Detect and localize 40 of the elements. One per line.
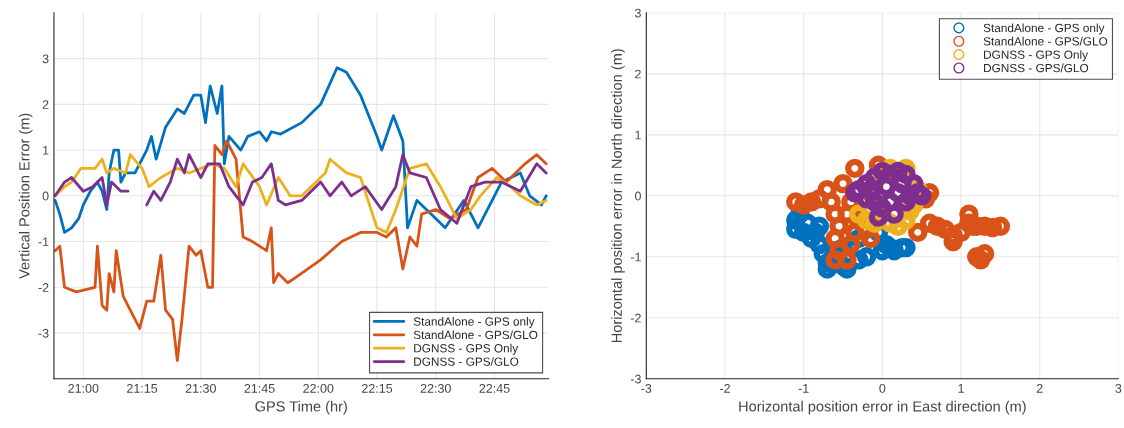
y-tick-label: 0 xyxy=(42,191,49,201)
x-tick-label: 1 xyxy=(958,384,964,393)
x-axis-title: GPS Time (hr) xyxy=(255,400,347,415)
x-tick-label: 22:30 xyxy=(420,383,451,393)
x-tick-label: 22:15 xyxy=(361,383,393,393)
legend-label: DGNSS - GPS/GLO xyxy=(414,357,519,366)
x-tick-label: 21:45 xyxy=(244,383,275,393)
y-tick-label: 2 xyxy=(42,100,49,109)
x-tick-label: 21:15 xyxy=(127,383,158,393)
y-axis-title: Horizontal position error in North direction (m) xyxy=(611,49,625,343)
x-tick-label: -1 xyxy=(798,384,809,393)
y-tick-label: 1 xyxy=(43,146,49,155)
x-tick-label: -2 xyxy=(719,383,730,393)
x-axis-title: Horizontal position error in East direction (m) xyxy=(739,400,1026,415)
legend-label: DGNSS - GPS Only xyxy=(414,343,519,355)
y-tick-label: -3 xyxy=(630,374,641,384)
x-tick-label: 22:45 xyxy=(479,383,510,393)
legend-label: StandAlone - GPS only xyxy=(983,23,1105,35)
y-tick-label: 2 xyxy=(635,69,641,79)
legend-label: StandAlone - GPS/GLO xyxy=(983,36,1108,46)
y-tick-label: -2 xyxy=(630,313,641,323)
y-tick-label: -1 xyxy=(630,252,641,262)
x-tick-label: 22:00 xyxy=(303,383,334,393)
legend-label: StandAlone - GPS only xyxy=(413,317,535,329)
y-tick-label: -3 xyxy=(38,328,49,338)
legend-label: StandAlone - GPS/GLO xyxy=(413,330,538,340)
y-tick-label: -2 xyxy=(38,283,49,292)
x-tick-label: 0 xyxy=(879,383,886,393)
x-tick-label: 21:00 xyxy=(68,383,99,393)
x-tick-label: 21:30 xyxy=(185,383,216,393)
x-tick-label: 2 xyxy=(1036,383,1043,393)
legend-label: DGNSS - GPS Only xyxy=(984,50,1089,62)
y-tick-label: 1 xyxy=(635,130,641,140)
x-tick-label: 3 xyxy=(1115,383,1122,393)
legend-label: DGNSS - GPS/GLO xyxy=(984,63,1089,73)
y-tick-label: 3 xyxy=(42,54,49,64)
y-tick-label: 3 xyxy=(634,8,641,18)
y-axis-title: Vertical Position Error (m) xyxy=(18,113,33,279)
y-tick-label: 0 xyxy=(634,191,641,201)
y-tick-label: -1 xyxy=(38,237,49,247)
